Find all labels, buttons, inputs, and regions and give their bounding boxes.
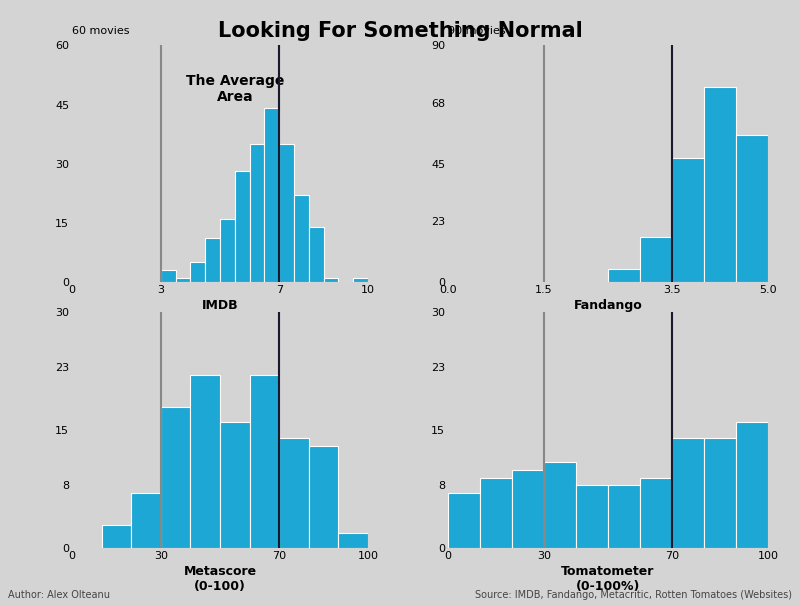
Bar: [672, 158, 704, 282]
Bar: [190, 375, 220, 548]
Bar: [220, 219, 235, 282]
Bar: [608, 268, 640, 282]
Text: 60 movies: 60 movies: [72, 26, 130, 36]
Bar: [279, 438, 309, 548]
Bar: [448, 493, 480, 548]
Bar: [161, 407, 190, 548]
Bar: [338, 533, 368, 548]
Bar: [279, 144, 294, 282]
Bar: [512, 470, 544, 548]
Text: The Average
Area: The Average Area: [186, 74, 284, 104]
Text: Source: IMDB, Fandango, Metacritic, Rotten Tomatoes (Websites): Source: IMDB, Fandango, Metacritic, Rott…: [475, 590, 792, 600]
Bar: [309, 446, 338, 548]
X-axis label: Fandango
(0-5 stars): Fandango (0-5 stars): [571, 299, 645, 327]
Bar: [131, 493, 161, 548]
Bar: [704, 87, 736, 282]
Text: 90 movies: 90 movies: [448, 26, 506, 36]
Bar: [264, 108, 279, 282]
Bar: [161, 270, 176, 282]
Bar: [480, 478, 512, 548]
X-axis label: IMDB
(0-10): IMDB (0-10): [198, 299, 242, 327]
Bar: [704, 438, 736, 548]
Bar: [736, 135, 768, 282]
Bar: [190, 262, 205, 282]
Bar: [102, 525, 131, 548]
Bar: [640, 478, 672, 548]
X-axis label: Metascore
(0-100): Metascore (0-100): [183, 565, 257, 593]
Bar: [323, 278, 338, 282]
Bar: [235, 171, 250, 282]
Text: Looking For Something Normal: Looking For Something Normal: [218, 21, 582, 41]
Bar: [736, 422, 768, 548]
Bar: [544, 462, 576, 548]
Bar: [608, 485, 640, 548]
Bar: [205, 238, 220, 282]
Bar: [176, 278, 190, 282]
Bar: [294, 195, 309, 282]
Bar: [576, 485, 608, 548]
Text: Author: Alex Olteanu: Author: Alex Olteanu: [8, 590, 110, 600]
Bar: [250, 375, 279, 548]
Bar: [640, 237, 672, 282]
Bar: [672, 438, 704, 548]
Bar: [220, 422, 250, 548]
Bar: [354, 278, 368, 282]
Bar: [250, 144, 265, 282]
Bar: [309, 227, 323, 282]
X-axis label: Tomatometer
(0-100%): Tomatometer (0-100%): [562, 565, 654, 593]
